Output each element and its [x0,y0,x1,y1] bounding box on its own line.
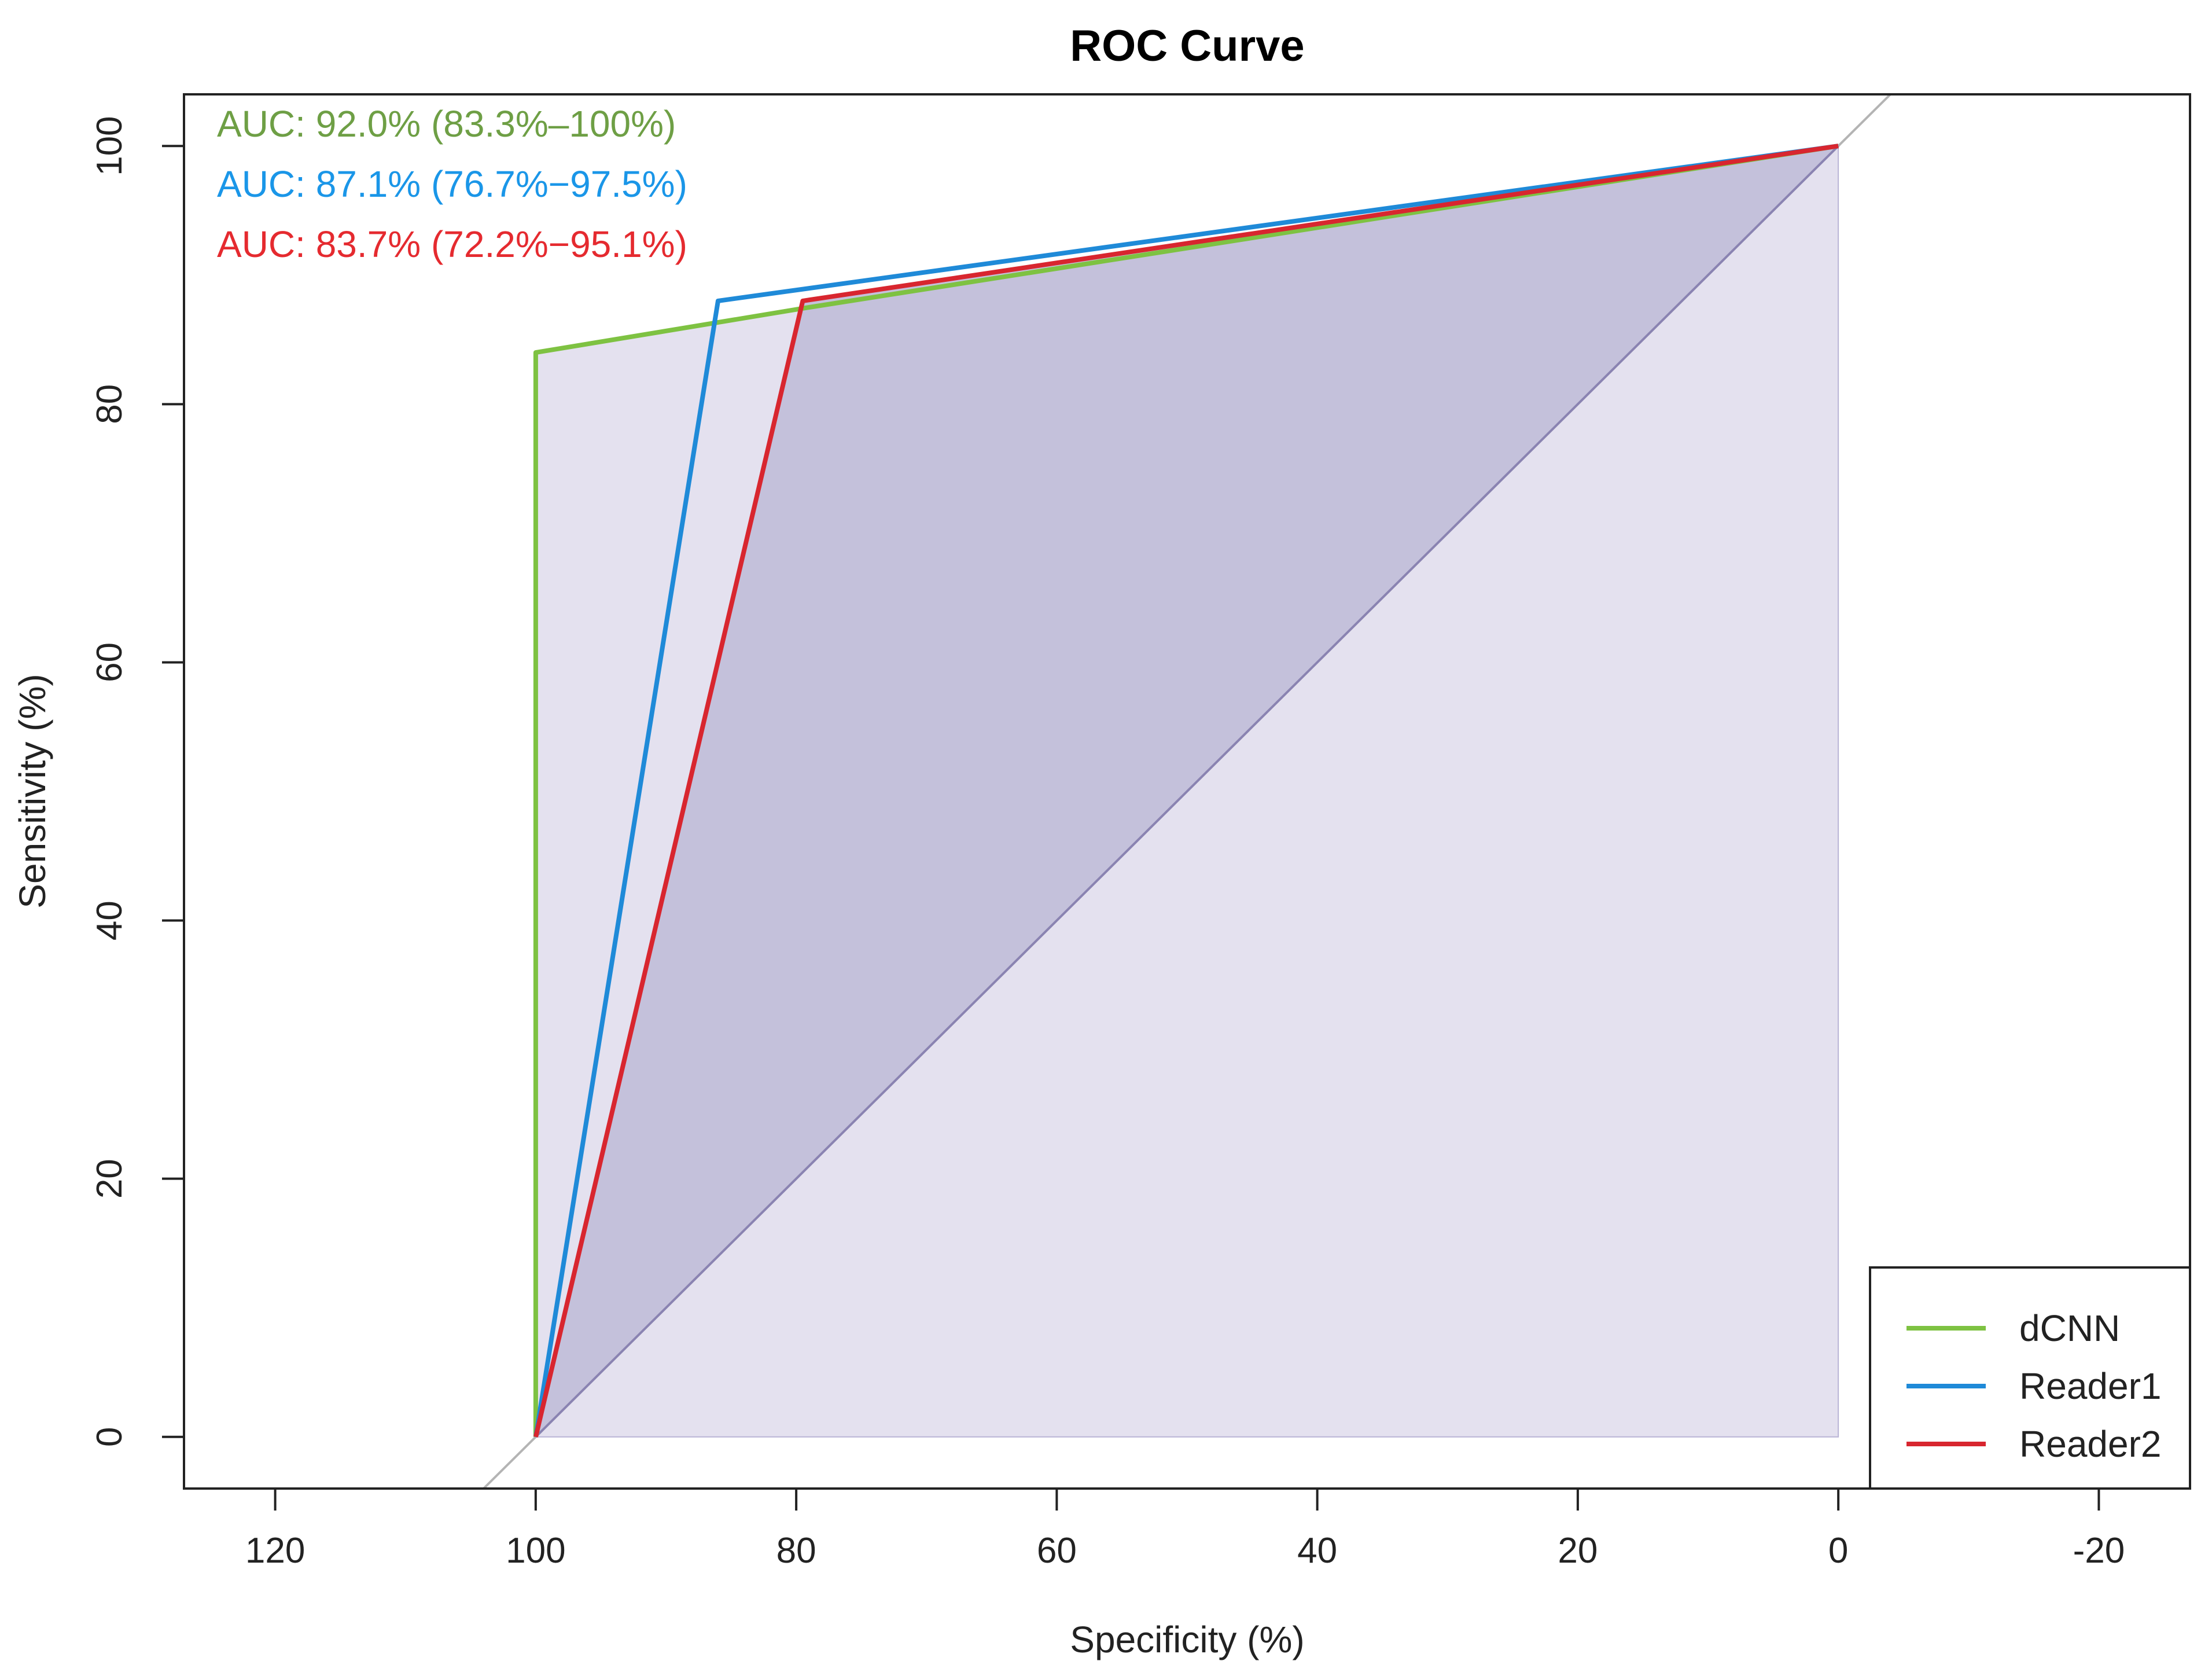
x-tick-label: 80 [776,1531,816,1571]
diagonal-reference [481,94,1893,1489]
y-tick-label: 60 [90,642,130,682]
x-tick-label: 60 [1037,1531,1077,1571]
x-tick-label: 100 [506,1531,565,1571]
y-tick-label: 40 [90,901,130,940]
x-tick-label: 120 [245,1531,305,1571]
chart-title: ROC Curve [1070,21,1304,71]
x-tick-label: 40 [1297,1531,1337,1571]
x-tick-label: -20 [2073,1531,2125,1571]
x-tick-label: 0 [1828,1531,1848,1571]
series-line-reader1 [533,144,1839,1438]
series-line-dcnn [533,144,1839,1437]
y-tick-label: 80 [90,384,130,424]
legend-label-reader1: Reader1 [2019,1365,2162,1407]
auc-label-reader2: AUC: 83.7% (72.2%−95.1%) [217,223,687,265]
x-tick-label: 20 [1558,1531,1598,1571]
legend-box [1869,1266,2191,1490]
x-axis-label: Specificity (%) [1070,1619,1304,1660]
auc-annotations: AUC: 92.0% (83.3%–100%) AUC: 87.1% (76.7%… [217,103,687,265]
diagonal-line [535,145,1839,1438]
y-axis: 0 20 40 60 80 100 [90,116,185,1447]
auc-label-reader1: AUC: 87.1% (76.7%−97.5%) [217,163,687,205]
y-tick-label: 100 [90,116,130,175]
x-axis: 120 100 80 60 40 20 0 -20 [245,1487,2125,1571]
auc-label-dcnn: AUC: 92.0% (83.3%–100%) [217,103,676,145]
roc-series [533,144,1839,1438]
legend-label-reader2: Reader2 [2019,1423,2162,1465]
legend-label-dcnn: dCNN [2019,1307,2120,1349]
y-axis-label: Sensitivity (%) [12,674,53,908]
series-line-reader2 [533,144,1839,1438]
y-tick-label: 20 [90,1159,130,1199]
legend: dCNN Reader1 Reader2 [1869,1266,2191,1490]
y-tick-label: 0 [90,1427,130,1447]
